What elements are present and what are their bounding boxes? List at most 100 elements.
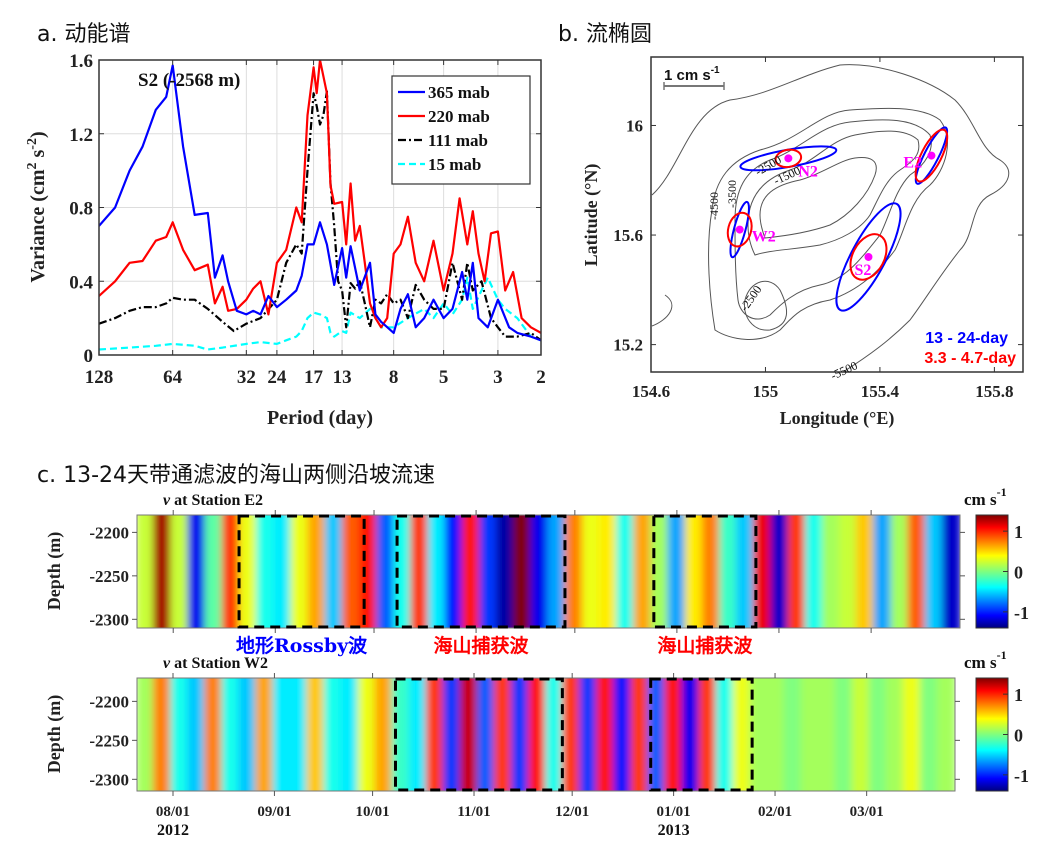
heatmap-cell — [873, 515, 893, 628]
contour-label: -4500 — [707, 192, 721, 220]
y-tick-label: 15.6 — [613, 226, 643, 245]
dashed-boxes — [393, 677, 754, 792]
x-tick-label: 24 — [267, 367, 287, 388]
y-tick-label: -2200 — [89, 692, 129, 711]
wave-label: 海山捕获波 — [434, 634, 530, 657]
heatmap-cell — [238, 678, 258, 791]
heatmap-cell — [307, 515, 327, 628]
heatmap-cell — [204, 678, 224, 791]
heatmap-cell — [804, 515, 824, 628]
x-tick-label: 154.6 — [632, 382, 670, 401]
panel-c-e2-chart: v at Station E2 -2200 -2250 -2300 Depth (m… — [44, 485, 1029, 657]
dashed-box — [237, 514, 366, 629]
heatmap-cell — [530, 515, 550, 628]
y-tick-label: 0.4 — [69, 272, 93, 293]
heatmap-cell — [493, 678, 513, 791]
heatmap-cell — [478, 515, 499, 628]
x-tick-label: 128 — [85, 367, 114, 388]
heatmap-cell — [749, 678, 769, 791]
contour-label: -3500 — [725, 180, 739, 208]
heatmap-cell — [907, 515, 927, 628]
heatmap-cell — [221, 678, 241, 791]
heatmap-cell — [613, 678, 633, 791]
y-tick-label: -2300 — [89, 610, 129, 629]
station-marker-S2 — [864, 252, 873, 261]
wave-label: 地形Rossby波 — [236, 634, 368, 657]
heatmap-cell — [238, 515, 259, 628]
y-tick-label: 0.8 — [69, 199, 93, 220]
y-tick-label: 0 — [84, 346, 94, 367]
y-tick-label: 1.6 — [69, 51, 93, 72]
heatmap-cell — [255, 678, 275, 791]
panel-a-chart: 128 64 32 24 17 13 8 5 3 200.40.81.21.6 S2 (-2568… — [25, 51, 546, 429]
x-tick-label: 64 — [163, 367, 183, 388]
colorbar-gradient — [975, 514, 1009, 629]
colorbar-tick-label: 0 — [1014, 726, 1023, 746]
heatmap-cell — [256, 515, 276, 628]
heatmap-cell — [924, 515, 944, 628]
heatmap-cell — [187, 678, 207, 791]
dashed-box — [395, 514, 567, 629]
heatmap-cell — [715, 678, 735, 791]
y-tick-label: 15.2 — [613, 336, 643, 355]
chart-title: S2 (-2568 m) — [138, 70, 240, 91]
heatmap-cell — [941, 515, 960, 628]
legend-label: 365 mab — [428, 83, 490, 102]
axis-ticks: -2200 -2250 -2300 — [89, 673, 960, 796]
colorbar-unit-sup: -1 — [997, 648, 1007, 662]
colorbar: 10-1cm s-1 — [964, 648, 1029, 792]
heatmap-cell — [323, 678, 343, 791]
x-tick-label: 13 — [333, 367, 352, 388]
heatmap-cell — [868, 678, 888, 791]
series-line-15-mab — [99, 276, 541, 351]
heatmap-cell — [633, 515, 653, 628]
axis-ticks: -2200 -2250 -2300 — [89, 510, 965, 633]
legend-label: 15 mab — [428, 155, 481, 174]
legend-box — [391, 75, 531, 185]
heatmap-cell — [821, 515, 841, 628]
y-tick-label: -2250 — [89, 731, 129, 750]
x-tick-label: 5 — [439, 367, 449, 388]
legend-entry-13-24-day: 13 - 24-day — [925, 330, 1008, 347]
contour-2500-south — [743, 280, 788, 331]
contour-4500 — [708, 107, 948, 340]
series-line-111-mab — [99, 90, 541, 342]
ellipse-blue-S2 — [835, 202, 902, 312]
heatmap-cell — [137, 678, 156, 791]
heatmap-cell — [718, 515, 739, 628]
x-tick-label: 17 — [304, 367, 324, 388]
heatmap-cell — [581, 515, 601, 628]
heatmap-cell — [374, 678, 394, 791]
colorbar-label: cm s-1 — [964, 648, 1007, 672]
legend: 13 - 24-day 3.3 - 4.7-day — [924, 330, 1016, 367]
heatmap-cell — [340, 678, 360, 791]
ellipse-red-W2 — [726, 211, 753, 248]
heatmap-cell — [442, 678, 462, 791]
heatmap-cell — [834, 678, 854, 791]
heatmap-cell — [684, 515, 704, 628]
ellipse-red-N2 — [774, 148, 803, 169]
legend-label: 220 mab — [428, 107, 490, 126]
heatmap-cell — [919, 678, 939, 791]
legend-entry-3.3-4.7-day: 3.3 - 4.7-day — [924, 350, 1016, 367]
heatmap-cell — [272, 678, 292, 791]
x-tick-label: 2 — [536, 367, 546, 388]
x-tick-label: 3 — [493, 367, 503, 388]
contour-1500 — [759, 157, 877, 239]
x-tick-label: 155 — [753, 382, 779, 401]
heatmap-cell — [137, 515, 156, 628]
x-year-label: 2013 — [658, 822, 690, 839]
heatmap-cell — [890, 515, 910, 628]
heatmap-cell — [838, 515, 859, 628]
series-line-365-mab — [99, 64, 541, 342]
y-axis-label: Latitude (°N) — [581, 164, 602, 267]
heatmap-cell — [753, 515, 773, 628]
station-label-W2: W2 — [752, 229, 776, 246]
heatmap-cell — [153, 515, 173, 628]
station-marker-E2 — [927, 151, 936, 160]
y-axis-label: Depth (m) — [44, 532, 65, 611]
heatmap-cell — [221, 515, 241, 628]
scale-bar-label: 1 cm s-1 — [664, 65, 720, 84]
x-tick-label: 02/01 — [758, 804, 792, 820]
